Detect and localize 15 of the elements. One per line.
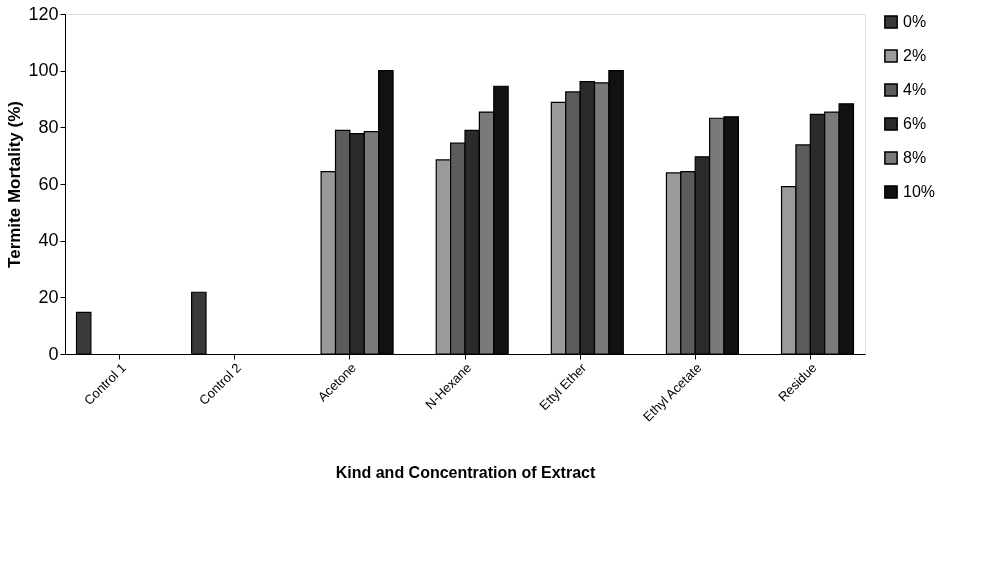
y-tick-label: 40 [38,230,59,251]
legend-label: 6% [903,115,927,132]
y-axis-title: Termite Mortality (%) [5,101,25,268]
legend-label: 8% [903,149,927,166]
legend-label: 4% [903,81,927,98]
legend-label: 0% [903,13,927,30]
y-tick-label: 60 [38,173,59,194]
y-tick-label: 100 [28,60,59,81]
y-tick-label: 0 [48,343,59,364]
y-tick-label: 80 [38,116,59,137]
y-tick-label: 120 [28,3,59,24]
y-tick-label: 20 [38,286,59,307]
legend-label: 2% [903,47,927,64]
x-axis-title: Kind and Concentration of Extract [335,463,596,481]
legend-label: 10% [903,183,936,200]
